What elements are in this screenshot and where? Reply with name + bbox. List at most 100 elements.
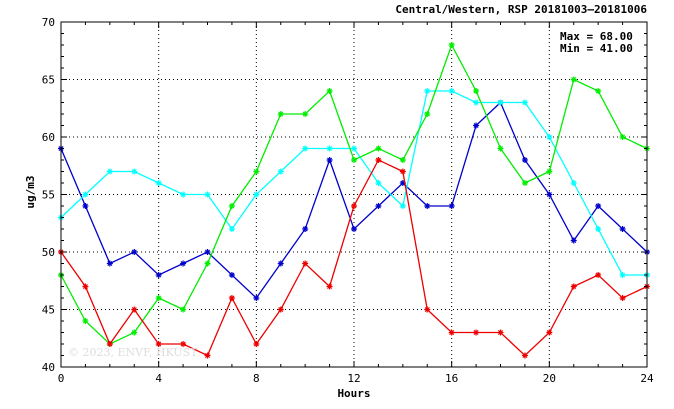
series-1 — [58, 99, 650, 301]
data-point-marker — [155, 180, 162, 186]
data-point-marker — [448, 329, 455, 336]
y-tick-label: 65 — [42, 74, 55, 87]
data-point-marker — [619, 272, 626, 278]
data-point-marker — [546, 329, 553, 336]
data-point-marker — [277, 111, 284, 117]
data-point-marker — [595, 88, 602, 94]
data-point-marker — [82, 191, 89, 198]
data-point-marker — [277, 168, 284, 175]
data-point-marker — [106, 341, 113, 347]
data-point-marker — [277, 260, 284, 267]
data-point-marker — [424, 306, 431, 313]
x-tick-label: 20 — [543, 372, 556, 385]
data-point-marker — [253, 341, 260, 347]
data-point-marker — [180, 306, 187, 313]
data-point-marker — [228, 295, 235, 301]
x-tick-label: 0 — [58, 372, 65, 385]
data-point-marker — [155, 272, 162, 278]
data-point-marker — [619, 295, 626, 301]
data-point-marker — [351, 203, 357, 209]
data-point-marker — [497, 145, 504, 152]
data-point-marker — [595, 272, 602, 278]
data-point-marker — [204, 352, 211, 359]
series-line — [60, 101, 648, 299]
data-point-marker — [253, 191, 260, 198]
y-tick-label: 50 — [42, 246, 55, 259]
data-point-marker — [326, 157, 333, 163]
data-point-marker — [82, 203, 89, 209]
x-tick-label: 4 — [155, 372, 162, 385]
axis-ticks — [60, 21, 648, 368]
data-point-marker — [546, 191, 553, 198]
data-point-marker — [497, 329, 504, 336]
data-point-marker — [180, 341, 187, 347]
data-point-marker — [228, 272, 235, 278]
data-point-marker — [473, 99, 480, 106]
data-point-marker — [131, 329, 138, 336]
data-point-marker — [424, 203, 431, 209]
data-point-marker — [204, 191, 211, 198]
data-point-marker — [204, 260, 211, 267]
data-point-marker — [375, 203, 382, 209]
data-point-marker — [570, 237, 577, 244]
x-tick-label: 12 — [347, 372, 360, 385]
data-point-marker — [448, 203, 455, 209]
data-point-marker — [448, 88, 455, 94]
x-tick-label: 8 — [253, 372, 260, 385]
data-point-marker — [326, 88, 333, 94]
data-point-marker — [302, 145, 309, 152]
x-axis-title: Hours — [337, 387, 370, 400]
data-point-marker — [521, 99, 528, 106]
chart-title: Central/Western, RSP 20181003—20181006 — [395, 3, 647, 16]
x-tick-label: 24 — [640, 372, 654, 385]
data-point-marker — [399, 168, 406, 175]
data-point-marker — [155, 295, 162, 301]
data-point-marker — [473, 329, 480, 336]
data-point-marker — [595, 203, 602, 209]
data-point-marker — [82, 283, 89, 290]
data-point-marker — [131, 168, 138, 175]
watermark-text: © 2023, ENVF, HKUST — [68, 346, 198, 359]
max-annotation: Max = 68.00 — [560, 30, 633, 43]
data-point-marker — [619, 134, 626, 140]
data-point-marker — [131, 249, 138, 255]
data-point-marker — [351, 157, 357, 163]
data-point-marker — [302, 260, 309, 267]
data-point-marker — [546, 168, 553, 175]
y-tick-label: 45 — [42, 304, 55, 317]
data-point-marker — [326, 145, 333, 152]
tick-labels: 0 4 8 12 16 20 24 40 45 50 55 60 65 70 — [42, 16, 654, 385]
data-point-marker — [106, 168, 113, 175]
data-point-marker — [619, 226, 626, 232]
data-point-marker — [521, 352, 528, 359]
series-3 — [58, 42, 650, 347]
data-point-marker — [375, 157, 382, 163]
y-tick-label: 60 — [42, 131, 55, 144]
data-point-marker — [473, 122, 480, 129]
data-point-marker — [228, 203, 235, 209]
data-point-marker — [180, 260, 187, 267]
data-point-marker — [521, 157, 528, 163]
data-point-marker — [131, 306, 138, 313]
data-point-marker — [521, 180, 528, 186]
data-point-marker — [570, 283, 577, 290]
data-point-marker — [399, 203, 406, 209]
data-point-marker — [302, 226, 309, 232]
data-point-marker — [228, 226, 235, 232]
data-point-marker — [473, 88, 480, 94]
data-point-marker — [82, 318, 89, 324]
y-tick-label: 40 — [42, 361, 55, 374]
series-2 — [58, 88, 650, 278]
y-tick-label: 55 — [42, 189, 55, 202]
data-point-marker — [546, 134, 553, 140]
data-point-marker — [351, 145, 357, 152]
y-axis-title: ug/m3 — [24, 175, 37, 208]
min-annotation: Min = 41.00 — [560, 42, 633, 55]
data-point-marker — [595, 226, 602, 232]
data-point-marker — [106, 260, 113, 267]
data-point-marker — [180, 191, 187, 198]
series-4 — [58, 157, 650, 359]
data-point-marker — [326, 283, 333, 290]
data-point-marker — [277, 306, 284, 313]
